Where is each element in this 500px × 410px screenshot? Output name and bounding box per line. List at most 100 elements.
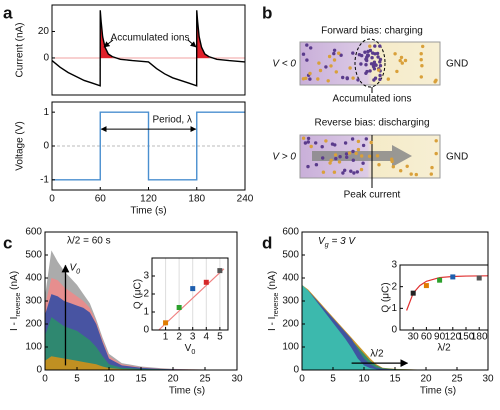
x-axis-label: λ/2 bbox=[437, 343, 451, 354]
x-tick-label: 2 bbox=[176, 332, 182, 343]
ion bbox=[333, 153, 338, 157]
y-axis-label: Voltage (V) bbox=[15, 121, 26, 170]
ion bbox=[324, 65, 328, 69]
ion bbox=[419, 58, 423, 62]
ion bbox=[414, 172, 418, 177]
ion bbox=[368, 69, 372, 73]
ion bbox=[330, 142, 335, 146]
accumulated-charge bbox=[196, 10, 209, 58]
ion bbox=[344, 152, 349, 156]
y-axis-label: Q (μC) bbox=[133, 279, 144, 309]
ion bbox=[357, 53, 362, 57]
ion bbox=[329, 64, 333, 68]
ion bbox=[305, 58, 309, 62]
area bbox=[45, 317, 237, 370]
x-tick-label: 5 bbox=[74, 374, 80, 385]
x-tick-label: 0 bbox=[42, 374, 48, 385]
ion bbox=[378, 63, 383, 68]
ion bbox=[399, 169, 403, 173]
ion bbox=[365, 69, 369, 74]
panel-label: c bbox=[3, 233, 12, 252]
ion bbox=[361, 143, 366, 148]
ion bbox=[372, 78, 376, 82]
y-tick-label: 600 bbox=[282, 227, 299, 238]
y-tick-label: 0 bbox=[36, 365, 42, 376]
ion bbox=[405, 164, 409, 168]
ion bbox=[354, 151, 358, 156]
x-axis-label: Time (s) bbox=[169, 386, 205, 397]
x-tick-label: 180 bbox=[471, 332, 488, 343]
x-tick-label: 10 bbox=[358, 374, 370, 385]
y-tick-label: -1 bbox=[40, 174, 49, 185]
ion bbox=[368, 44, 372, 48]
ion bbox=[332, 48, 337, 52]
ion bbox=[348, 66, 352, 70]
ion bbox=[400, 61, 404, 65]
diagram-title: Forward bias: charging bbox=[321, 26, 423, 37]
ion bbox=[351, 76, 355, 80]
y-tick-label: 0 bbox=[143, 325, 149, 336]
y-tick-label: 1 bbox=[43, 107, 49, 118]
ion bbox=[337, 51, 341, 55]
ion bbox=[370, 56, 374, 60]
y-axis-label: I - Ireverse (nA) bbox=[9, 271, 23, 331]
y-axis-label: Q (μC) bbox=[381, 282, 392, 312]
plot-frame bbox=[399, 264, 489, 331]
y-tick-label: 1 bbox=[391, 303, 397, 314]
ion bbox=[314, 141, 318, 145]
y-tick-label: 200 bbox=[25, 319, 42, 330]
x-tick-label: 20 bbox=[420, 374, 432, 385]
ion bbox=[430, 165, 434, 170]
y-tick-label: 3 bbox=[143, 271, 149, 282]
arrow-label: V0 bbox=[69, 262, 80, 276]
x-tick-label: 60 bbox=[95, 194, 107, 205]
x-axis-label-part: 0 bbox=[191, 347, 195, 356]
arrow-label: λ/2 bbox=[370, 349, 384, 360]
y-axis-label-part: (nA) bbox=[9, 271, 20, 293]
x-tick-label: 15 bbox=[135, 374, 147, 385]
ion bbox=[364, 57, 368, 61]
ion bbox=[349, 169, 353, 173]
ion bbox=[308, 71, 312, 76]
annotation-arrow bbox=[187, 39, 197, 48]
panel-label: a bbox=[3, 3, 13, 22]
x-tick-label: 0 bbox=[299, 374, 305, 385]
x-tick-label: 3 bbox=[190, 332, 196, 343]
y-tick-label: 300 bbox=[25, 296, 42, 307]
ion bbox=[419, 75, 423, 79]
ion bbox=[334, 156, 338, 161]
ion bbox=[301, 136, 306, 140]
y-axis-label-part: reverse bbox=[271, 293, 280, 317]
ion bbox=[352, 171, 356, 175]
ion bbox=[356, 139, 361, 144]
ion bbox=[373, 44, 377, 48]
y-tick-label: 0 bbox=[43, 53, 49, 64]
ion bbox=[321, 156, 325, 160]
y-tick-label: 500 bbox=[25, 250, 42, 261]
ion bbox=[351, 149, 355, 154]
ion bbox=[421, 44, 425, 49]
ion bbox=[324, 139, 328, 143]
point bbox=[437, 277, 443, 283]
x-tick-label: 240 bbox=[237, 194, 254, 205]
ion bbox=[343, 141, 348, 145]
ion bbox=[376, 55, 380, 59]
ion bbox=[399, 55, 404, 60]
ion bbox=[306, 164, 310, 169]
ion bbox=[378, 57, 383, 62]
diagram-label: Accumulated ions bbox=[333, 94, 412, 105]
fit-line bbox=[158, 268, 225, 331]
annotation-part: V bbox=[318, 236, 326, 247]
line bbox=[52, 111, 245, 181]
y-tick-label: 400 bbox=[282, 273, 299, 284]
ion bbox=[434, 151, 438, 156]
x-tick-label: 4 bbox=[204, 332, 210, 343]
ion bbox=[377, 163, 381, 167]
annotation: Period, λ bbox=[153, 115, 192, 126]
ion bbox=[320, 145, 324, 149]
point bbox=[217, 268, 223, 274]
ion bbox=[318, 68, 323, 73]
ion bbox=[351, 158, 355, 162]
x-tick-label: 5 bbox=[330, 374, 336, 385]
ion bbox=[327, 54, 332, 59]
